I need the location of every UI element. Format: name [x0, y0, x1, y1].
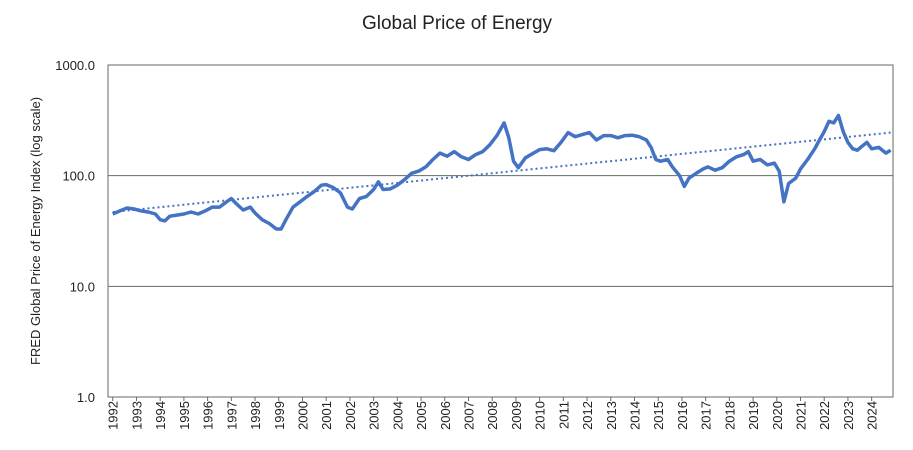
- x-tick-label: 2011: [556, 401, 571, 429]
- chart-title: Global Price of Energy: [362, 13, 553, 34]
- data-line: [112, 113, 892, 231]
- plot-border: [107, 64, 894, 398]
- x-tick-label: 2016: [675, 401, 690, 430]
- x-tick-label: 2007: [461, 401, 476, 430]
- y-tick-label: 100.0: [62, 169, 95, 184]
- x-tick-label: 2008: [485, 401, 500, 430]
- x-tick-label: 2012: [580, 401, 595, 430]
- trend-line: [112, 131, 891, 213]
- x-tick-label: 2013: [604, 401, 619, 430]
- x-tick-label: 1999: [272, 401, 287, 430]
- x-tick-label: 1997: [224, 401, 239, 430]
- x-tick-label: 2002: [343, 401, 358, 430]
- x-tick-label: 1993: [129, 401, 144, 430]
- x-tick-label: 2006: [438, 401, 453, 430]
- x-tick-label: 2022: [817, 401, 832, 430]
- x-tick-label: 2004: [390, 401, 405, 430]
- x-tick-label: 2009: [509, 401, 524, 430]
- x-tick-label: 2010: [533, 401, 548, 430]
- x-tick-label: 2024: [865, 401, 880, 430]
- y-tick-label: 1.0: [77, 390, 95, 405]
- x-tick-label: 2014: [627, 401, 642, 430]
- x-tick-label: 1996: [201, 401, 216, 430]
- y-axis-title: FRED Global Price of Energy Index (log s…: [28, 97, 43, 365]
- x-tick-label: 2015: [651, 401, 666, 430]
- x-tick-label: 2001: [319, 401, 334, 430]
- x-tick-label: 1995: [177, 401, 192, 430]
- x-tick-label: 1994: [153, 401, 168, 430]
- x-tick-label: 2019: [746, 401, 761, 430]
- x-tick-label: 2021: [794, 401, 809, 430]
- x-tick-label: 1992: [106, 401, 121, 430]
- x-tick-label: 1998: [248, 401, 263, 430]
- y-tick-label: 10.0: [70, 279, 95, 294]
- y-tick-label: 1000.0: [55, 58, 95, 73]
- x-tick-label: 2017: [699, 401, 714, 430]
- x-tick-label: 2023: [841, 401, 856, 430]
- x-tick-label: 2003: [367, 401, 382, 430]
- x-tick-label: 2020: [770, 401, 785, 430]
- x-tick-label: 2018: [722, 401, 737, 430]
- x-tick-label: 2005: [414, 401, 429, 430]
- x-tick-label: 2000: [295, 401, 310, 430]
